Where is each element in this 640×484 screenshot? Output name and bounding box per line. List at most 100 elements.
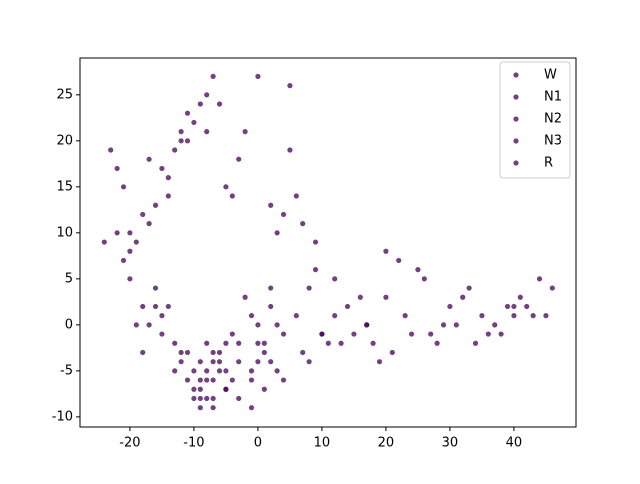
y-tick-label: 15 <box>56 179 73 194</box>
point <box>152 285 159 291</box>
point <box>492 322 498 328</box>
point <box>370 340 376 346</box>
point <box>140 303 146 310</box>
point <box>428 331 434 337</box>
point <box>268 359 274 365</box>
point <box>479 313 485 319</box>
legend-marker <box>513 160 519 166</box>
point <box>504 303 511 310</box>
point <box>184 138 191 144</box>
point <box>498 331 504 337</box>
point <box>306 359 312 365</box>
point <box>248 377 255 383</box>
point <box>223 368 229 374</box>
point <box>255 359 261 365</box>
point <box>453 322 459 328</box>
point <box>204 395 210 402</box>
point <box>248 368 255 374</box>
point <box>197 405 203 411</box>
point <box>261 386 267 392</box>
point <box>140 211 146 218</box>
x-tick-label: 40 <box>506 436 523 451</box>
point <box>344 303 351 310</box>
point <box>197 377 203 383</box>
y-tick-label: 10 <box>56 225 73 240</box>
point <box>172 340 178 346</box>
point <box>287 147 293 153</box>
point <box>114 165 120 172</box>
point <box>268 285 274 291</box>
point <box>197 359 203 365</box>
point <box>293 193 299 199</box>
y-tick-label: -10 <box>52 409 73 424</box>
point <box>120 184 127 190</box>
point <box>255 322 261 328</box>
point <box>332 313 338 319</box>
point <box>204 368 210 374</box>
point <box>140 349 146 356</box>
point <box>114 230 120 236</box>
point <box>364 322 370 328</box>
point <box>210 359 216 365</box>
x-tick-label: 30 <box>442 436 459 451</box>
point <box>325 340 331 346</box>
point <box>165 175 171 181</box>
point <box>223 184 229 190</box>
point <box>274 230 280 236</box>
point <box>287 83 293 89</box>
point <box>274 322 280 328</box>
point <box>165 303 171 310</box>
legend-label: N3 <box>544 134 562 149</box>
point <box>268 303 274 310</box>
point <box>280 211 287 218</box>
point <box>127 276 133 282</box>
point <box>178 359 184 365</box>
point <box>460 294 466 300</box>
point <box>408 331 415 337</box>
point <box>261 340 267 346</box>
point <box>210 377 216 383</box>
point <box>127 230 133 236</box>
point <box>376 359 383 365</box>
point <box>383 248 389 254</box>
point <box>312 267 319 273</box>
point <box>543 313 549 319</box>
point <box>178 129 184 135</box>
legend-marker <box>513 138 519 144</box>
x-tick-label: 10 <box>314 436 331 451</box>
point <box>184 349 191 356</box>
point <box>210 349 216 356</box>
point <box>191 119 197 126</box>
point <box>146 156 152 162</box>
point <box>511 313 517 319</box>
point <box>447 303 453 310</box>
point <box>191 386 197 392</box>
point <box>184 110 191 116</box>
point <box>210 405 216 411</box>
x-tick-label: -10 <box>183 436 204 451</box>
point <box>146 322 152 328</box>
point <box>146 221 152 227</box>
point <box>421 276 427 282</box>
point <box>549 285 555 291</box>
point <box>434 340 440 346</box>
point <box>300 349 306 356</box>
point <box>152 202 159 208</box>
point <box>255 340 261 346</box>
point <box>172 368 178 374</box>
point <box>236 395 242 402</box>
y-tick-label: 5 <box>65 271 73 286</box>
point <box>165 193 171 199</box>
point <box>472 340 479 346</box>
point <box>312 239 319 245</box>
point <box>402 313 408 319</box>
point <box>229 193 235 199</box>
point <box>133 322 139 328</box>
point <box>280 331 287 337</box>
point <box>216 368 223 374</box>
point <box>268 202 274 208</box>
point <box>389 349 395 356</box>
legend-box <box>499 61 571 179</box>
point <box>184 377 191 383</box>
